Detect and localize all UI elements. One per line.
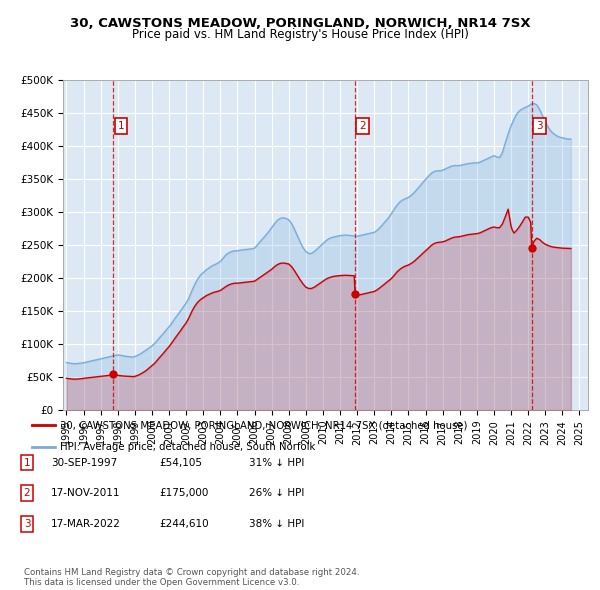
Text: 17-NOV-2011: 17-NOV-2011 xyxy=(51,489,121,498)
Text: 31% ↓ HPI: 31% ↓ HPI xyxy=(249,458,304,467)
Text: £175,000: £175,000 xyxy=(159,489,208,498)
Text: £54,105: £54,105 xyxy=(159,458,202,467)
Text: 38% ↓ HPI: 38% ↓ HPI xyxy=(249,519,304,529)
Text: 1: 1 xyxy=(118,121,124,131)
Text: £244,610: £244,610 xyxy=(159,519,209,529)
Text: 30, CAWSTONS MEADOW, PORINGLAND, NORWICH, NR14 7SX (detached house): 30, CAWSTONS MEADOW, PORINGLAND, NORWICH… xyxy=(60,421,468,430)
Text: 30, CAWSTONS MEADOW, PORINGLAND, NORWICH, NR14 7SX: 30, CAWSTONS MEADOW, PORINGLAND, NORWICH… xyxy=(70,17,530,30)
Text: 17-MAR-2022: 17-MAR-2022 xyxy=(51,519,121,529)
Text: 26% ↓ HPI: 26% ↓ HPI xyxy=(249,489,304,498)
Text: 30-SEP-1997: 30-SEP-1997 xyxy=(51,458,117,467)
Text: 2: 2 xyxy=(359,121,366,131)
Text: 2: 2 xyxy=(23,489,31,498)
Text: Contains HM Land Registry data © Crown copyright and database right 2024.
This d: Contains HM Land Registry data © Crown c… xyxy=(24,568,359,587)
Text: 3: 3 xyxy=(536,121,542,131)
Text: 1: 1 xyxy=(23,458,31,467)
Text: 3: 3 xyxy=(23,519,31,529)
Text: Price paid vs. HM Land Registry's House Price Index (HPI): Price paid vs. HM Land Registry's House … xyxy=(131,28,469,41)
Text: HPI: Average price, detached house, South Norfolk: HPI: Average price, detached house, Sout… xyxy=(60,442,316,452)
